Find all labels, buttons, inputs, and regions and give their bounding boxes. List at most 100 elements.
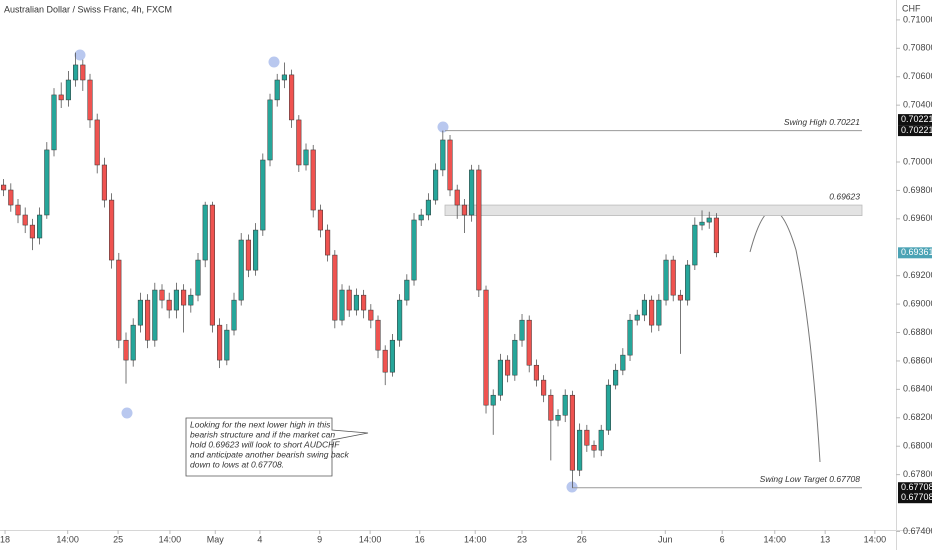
candle xyxy=(253,223,259,276)
candle-body xyxy=(166,299,172,311)
candle xyxy=(555,409,561,427)
candle xyxy=(332,250,338,329)
annotation-line: Looking for the next lower high in this xyxy=(190,419,331,429)
candle xyxy=(505,355,511,383)
candle xyxy=(260,153,266,236)
candle xyxy=(37,207,43,245)
x-tick-label: 23 xyxy=(517,534,527,544)
candle-body xyxy=(109,199,115,261)
candle xyxy=(699,210,705,231)
candle xyxy=(274,73,280,107)
candle-body xyxy=(51,94,57,151)
candle-body xyxy=(238,239,244,301)
candle xyxy=(512,333,518,381)
candle-body xyxy=(145,299,151,341)
x-tick-label: 18 xyxy=(0,534,10,544)
candle-body xyxy=(447,139,453,191)
candle-body xyxy=(526,319,532,366)
candle xyxy=(202,201,208,268)
candle xyxy=(289,69,295,128)
candle-body xyxy=(15,204,21,216)
candle-body xyxy=(620,354,626,371)
candle-body xyxy=(519,319,525,341)
candle-body xyxy=(569,394,575,471)
x-tick-label: 6 xyxy=(720,534,725,544)
x-tick-label: 14:00 xyxy=(159,534,182,544)
candle xyxy=(353,288,359,316)
candle-body xyxy=(94,119,100,166)
candle-body xyxy=(490,394,496,406)
swing-marker xyxy=(566,481,578,493)
candle xyxy=(224,324,230,366)
candle xyxy=(15,198,21,224)
candle xyxy=(454,184,460,219)
candle xyxy=(195,252,201,302)
candle xyxy=(526,315,532,373)
candle-body xyxy=(440,139,446,171)
candle xyxy=(346,285,352,317)
candle-body xyxy=(598,429,604,451)
candle xyxy=(389,333,395,377)
candle-body xyxy=(87,79,93,121)
candle xyxy=(649,295,655,333)
candle xyxy=(497,353,503,401)
candle-body xyxy=(548,394,554,421)
candle xyxy=(267,93,273,167)
candle xyxy=(231,292,237,336)
candle xyxy=(663,254,669,306)
candle-body xyxy=(577,429,583,471)
candle-body xyxy=(173,289,179,311)
x-tick-label: 25 xyxy=(113,534,123,544)
currency-label: CHF xyxy=(902,3,921,13)
price-tag-label: 0.70221 xyxy=(901,125,932,135)
candle-body xyxy=(454,189,460,206)
candle xyxy=(145,294,151,349)
candle-body xyxy=(231,299,237,331)
candle xyxy=(44,142,50,219)
candle-body xyxy=(209,204,215,326)
x-tick-label: 16 xyxy=(415,534,425,544)
candle xyxy=(217,318,223,369)
candle xyxy=(440,130,446,177)
candle xyxy=(65,71,71,107)
candle-body xyxy=(382,349,388,373)
candle xyxy=(685,260,691,306)
candle xyxy=(425,193,431,221)
candle-body xyxy=(613,369,619,386)
annotation-line: hold 0.69623 will look to short AUDCHF xyxy=(190,439,340,449)
candle xyxy=(325,224,331,262)
candle-body xyxy=(152,289,158,341)
candle xyxy=(310,144,316,218)
candle-body xyxy=(375,319,381,351)
candle-body xyxy=(699,221,705,226)
candle xyxy=(29,218,35,251)
candle-body xyxy=(303,149,309,166)
x-tick-label: 13 xyxy=(820,534,830,544)
x-tick-label: 14:00 xyxy=(864,534,887,544)
candle xyxy=(469,164,475,222)
candle xyxy=(548,389,554,461)
candle-body xyxy=(533,364,539,381)
x-tick-label: 4 xyxy=(257,534,262,544)
x-tick-label: 14:00 xyxy=(763,534,786,544)
candle xyxy=(598,424,604,457)
candle-body xyxy=(605,384,611,431)
candle xyxy=(339,284,345,326)
resistance-zone xyxy=(444,204,863,216)
price-tag xyxy=(898,492,932,504)
annotation-line: bearish structure and if the market can xyxy=(190,429,335,439)
candle-body xyxy=(274,79,280,101)
candle-body xyxy=(706,217,712,223)
candle-body xyxy=(713,217,719,254)
price-tag xyxy=(898,247,932,259)
candle-body xyxy=(260,159,266,231)
